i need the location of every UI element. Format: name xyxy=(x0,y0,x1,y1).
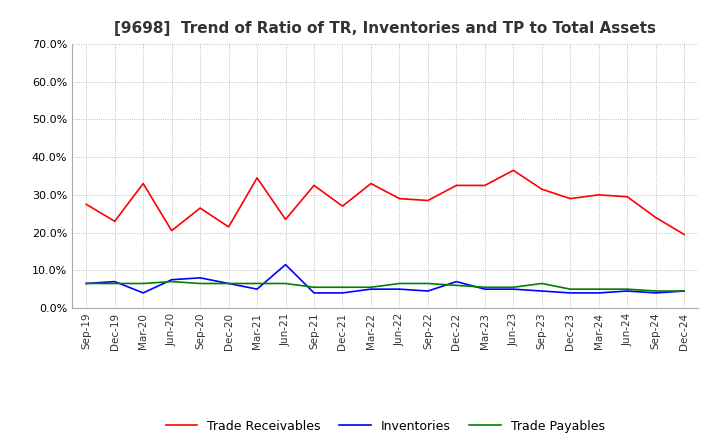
Line: Trade Payables: Trade Payables xyxy=(86,282,684,291)
Inventories xyxy=(595,290,603,296)
Trade Receivables xyxy=(282,217,290,222)
Trade Payables xyxy=(196,281,204,286)
Trade Receivables xyxy=(82,202,91,207)
Inventories xyxy=(566,290,575,296)
Inventories xyxy=(395,286,404,292)
Inventories xyxy=(139,290,148,296)
Trade Receivables xyxy=(366,181,375,186)
Trade Payables xyxy=(225,281,233,286)
Trade Payables xyxy=(82,281,91,286)
Trade Payables xyxy=(509,285,518,290)
Inventories xyxy=(623,288,631,293)
Inventories xyxy=(167,277,176,282)
Trade Receivables xyxy=(253,175,261,180)
Inventories xyxy=(82,281,91,286)
Trade Receivables xyxy=(509,168,518,173)
Trade Payables xyxy=(310,285,318,290)
Trade Payables xyxy=(253,281,261,286)
Trade Receivables xyxy=(480,183,489,188)
Trade Payables xyxy=(338,285,347,290)
Inventories xyxy=(680,288,688,293)
Trade Payables xyxy=(537,281,546,286)
Trade Payables xyxy=(395,281,404,286)
Trade Payables xyxy=(480,285,489,290)
Inventories xyxy=(338,290,347,296)
Line: Inventories: Inventories xyxy=(86,264,684,293)
Inventories xyxy=(480,286,489,292)
Inventories xyxy=(423,288,432,293)
Trade Payables xyxy=(366,285,375,290)
Inventories xyxy=(110,279,119,284)
Trade Receivables xyxy=(566,196,575,201)
Inventories xyxy=(282,262,290,267)
Trade Receivables xyxy=(110,219,119,224)
Inventories xyxy=(253,286,261,292)
Legend: Trade Receivables, Inventories, Trade Payables: Trade Receivables, Inventories, Trade Pa… xyxy=(161,414,610,437)
Trade Receivables xyxy=(167,228,176,233)
Inventories xyxy=(310,290,318,296)
Inventories xyxy=(509,286,518,292)
Title: [9698]  Trend of Ratio of TR, Inventories and TP to Total Assets: [9698] Trend of Ratio of TR, Inventories… xyxy=(114,21,656,36)
Trade Payables xyxy=(452,283,461,288)
Trade Receivables xyxy=(196,205,204,211)
Inventories xyxy=(196,275,204,280)
Trade Payables xyxy=(167,279,176,284)
Trade Payables xyxy=(110,281,119,286)
Inventories xyxy=(225,281,233,286)
Trade Receivables xyxy=(680,232,688,237)
Trade Payables xyxy=(566,286,575,292)
Trade Receivables xyxy=(452,183,461,188)
Trade Payables xyxy=(652,288,660,293)
Trade Receivables xyxy=(652,215,660,220)
Trade Receivables xyxy=(423,198,432,203)
Trade Payables xyxy=(139,281,148,286)
Trade Receivables xyxy=(595,192,603,198)
Trade Receivables xyxy=(537,187,546,192)
Inventories xyxy=(366,286,375,292)
Inventories xyxy=(537,288,546,293)
Trade Receivables xyxy=(225,224,233,230)
Line: Trade Receivables: Trade Receivables xyxy=(86,170,684,235)
Inventories xyxy=(652,290,660,296)
Trade Payables xyxy=(623,286,631,292)
Trade Receivables xyxy=(623,194,631,199)
Trade Receivables xyxy=(139,181,148,186)
Trade Receivables xyxy=(338,204,347,209)
Trade Receivables xyxy=(395,196,404,201)
Trade Payables xyxy=(423,281,432,286)
Trade Payables xyxy=(595,286,603,292)
Trade Payables xyxy=(680,288,688,293)
Trade Receivables xyxy=(310,183,318,188)
Trade Payables xyxy=(282,281,290,286)
Inventories xyxy=(452,279,461,284)
